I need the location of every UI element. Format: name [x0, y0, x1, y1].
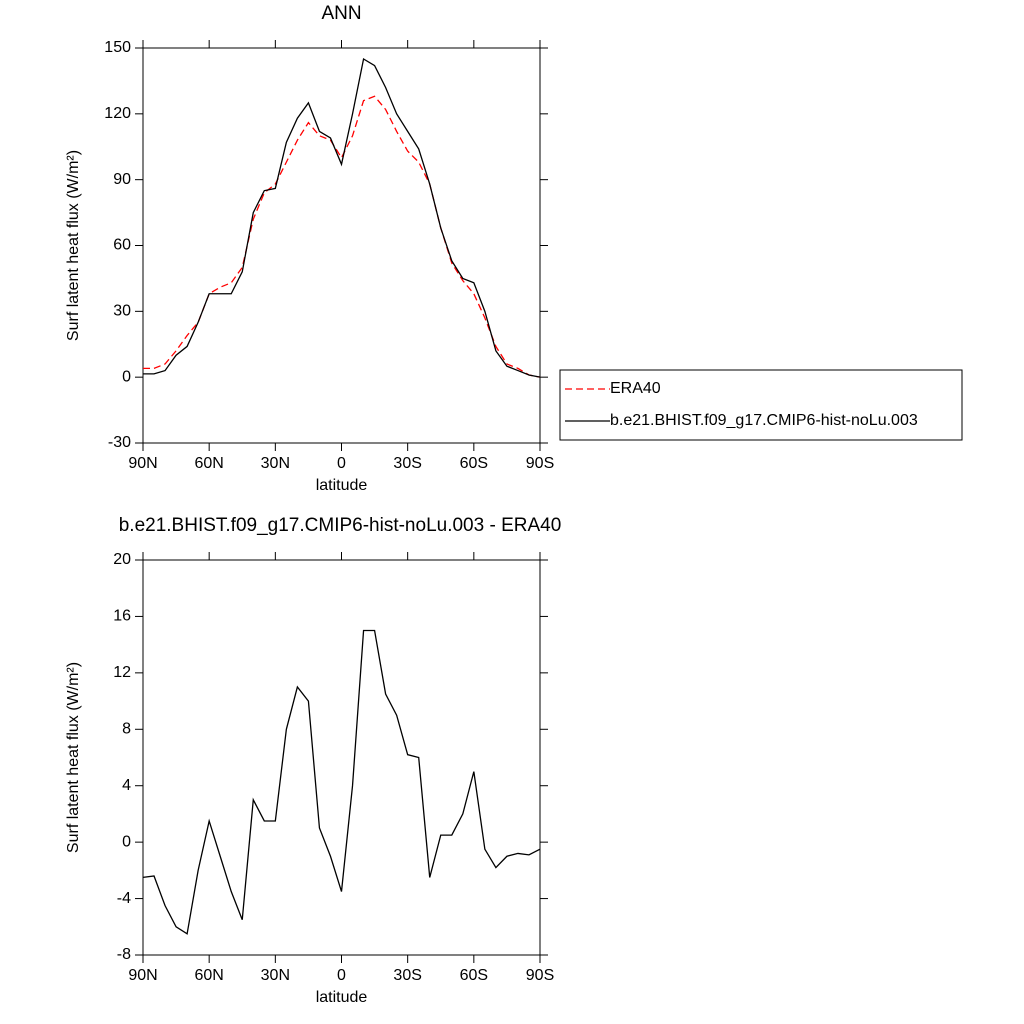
x-tick-label: 60N [194, 455, 223, 472]
x-tick-label: 0 [337, 455, 346, 472]
y-tick-label: -4 [117, 890, 131, 907]
x-tick-label: 60S [460, 455, 488, 472]
y-tick-label: 0 [122, 368, 131, 385]
data-line [142, 629, 541, 935]
y-tick-label: 150 [104, 39, 131, 56]
data-line [143, 95, 541, 378]
plot-frame [142, 47, 541, 444]
y-tick-label: 4 [122, 777, 131, 794]
data-line [143, 57, 541, 378]
x-tick-label: 90S [526, 455, 554, 472]
chart-title: ANN [321, 3, 361, 24]
plot-frame [142, 559, 541, 956]
y-axis-label: Surf latent heat flux (W/m²) [65, 150, 82, 341]
y-tick-label: -8 [117, 946, 131, 963]
y-tick-label: 8 [122, 721, 131, 738]
y-tick-label: 30 [113, 303, 131, 320]
legend-label: ERA40 [610, 380, 661, 397]
x-tick-label: 0 [337, 967, 346, 984]
y-tick-label: 12 [113, 664, 131, 681]
x-axis-label: latitude [316, 989, 368, 1006]
x-tick-label: 60S [460, 967, 488, 984]
x-tick-label: 30S [393, 455, 421, 472]
y-tick-label: 0 [122, 833, 131, 850]
x-tick-label: 30N [261, 455, 290, 472]
chart-title: b.e21.BHIST.f09_g17.CMIP6-hist-noLu.003 … [119, 515, 562, 536]
y-tick-label: 90 [113, 171, 131, 188]
legend-label: b.e21.BHIST.f09_g17.CMIP6-hist-noLu.003 [610, 412, 918, 429]
y-axis-label: Surf latent heat flux (W/m²) [65, 662, 82, 853]
x-tick-label: 30N [261, 967, 290, 984]
x-tick-label: 60N [194, 967, 223, 984]
x-tick-label: 30S [393, 967, 421, 984]
y-tick-label: 20 [113, 551, 131, 568]
x-tick-label: 90N [128, 455, 157, 472]
x-tick-label: 90S [526, 967, 554, 984]
legend-box [559, 369, 963, 441]
x-axis-label: latitude [316, 477, 368, 494]
y-tick-label: -30 [108, 434, 131, 451]
y-tick-label: 16 [113, 608, 131, 625]
y-tick-label: 60 [113, 237, 131, 254]
y-tick-label: 120 [104, 105, 131, 122]
x-tick-label: 90N [128, 967, 157, 984]
